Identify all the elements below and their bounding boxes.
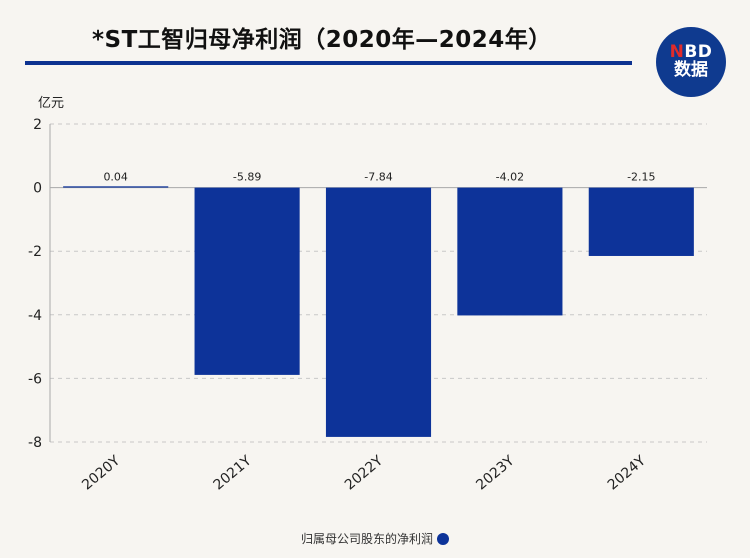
nbd-logo: NBD 数据	[656, 27, 726, 97]
bar-2020Y	[63, 186, 169, 188]
bar-chart: 亿元 2 0 -2 -4 -6 -8 0.04 2020Y -5.89 2021Y -7.84 2022…	[28, 96, 707, 494]
x-tick-label-2022Y: 2022Y	[342, 453, 386, 494]
y-tick-label: -2	[28, 244, 42, 260]
bar-2023Y	[457, 187, 563, 316]
logo-brand-n: N	[669, 42, 685, 63]
y-tick-label: 2	[33, 117, 42, 133]
x-tick-label-2024Y: 2024Y	[605, 453, 649, 494]
bar-2024Y	[588, 187, 694, 256]
x-tick-label-2023Y: 2023Y	[473, 453, 517, 494]
bar-2021Y	[194, 187, 300, 375]
y-axis-unit-label: 亿元	[38, 96, 64, 111]
y-tick-label: -4	[28, 308, 42, 324]
logo-brand: NBD	[669, 42, 713, 63]
x-tick-label-2020Y: 2020Y	[79, 453, 123, 494]
y-tick-label: 0	[33, 181, 42, 197]
value-label-2021Y: -5.89	[233, 171, 261, 184]
legend: 归属母公司股东的净利润	[0, 530, 750, 547]
y-tick-label: -8	[28, 435, 42, 451]
value-label-2020Y: 0.04	[103, 171, 128, 184]
legend-label: 归属母公司股东的净利润	[300, 532, 433, 546]
value-label-2022Y: -7.84	[364, 171, 392, 184]
title-underline	[25, 61, 632, 65]
value-label-2023Y: -4.02	[496, 171, 524, 184]
logo-brand-rest: BD	[684, 42, 713, 63]
bar-2022Y	[325, 187, 432, 437]
logo-sub: 数据	[674, 60, 708, 80]
legend-swatch	[437, 533, 449, 545]
x-tick-label-2021Y: 2021Y	[211, 453, 255, 494]
y-tick-label: -6	[28, 371, 42, 387]
chart-title: *ST工智归母净利润（2020年—2024年）	[92, 27, 552, 53]
value-label-2024Y: -2.15	[627, 171, 655, 184]
